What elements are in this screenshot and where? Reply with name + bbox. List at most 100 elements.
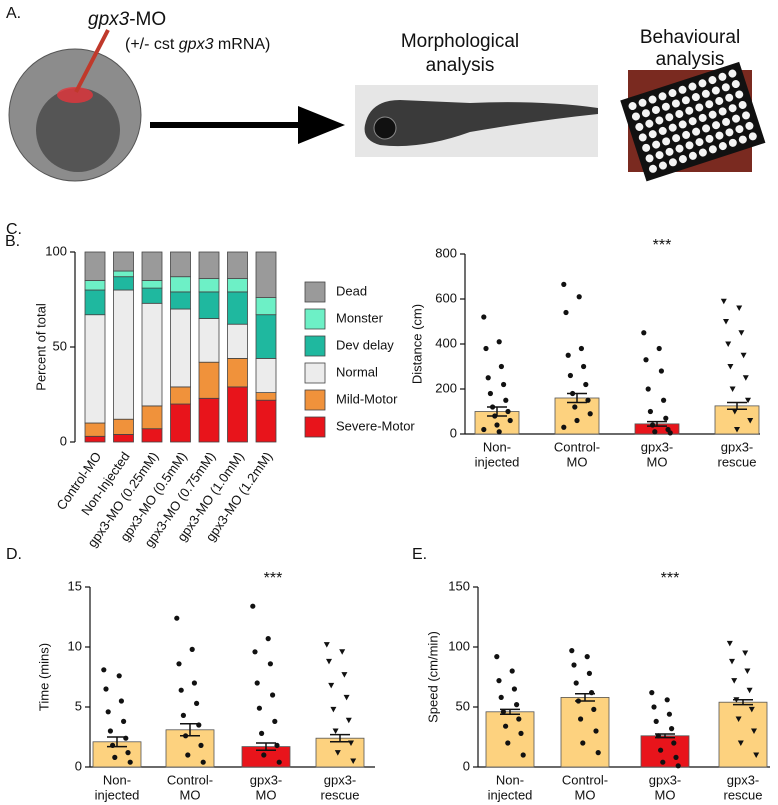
larva (364, 100, 598, 147)
bar-segment (170, 251, 191, 278)
error-bar (575, 693, 595, 702)
data-point (729, 386, 736, 392)
data-point (583, 381, 589, 388)
bar-segment (141, 287, 163, 304)
data-point (742, 375, 749, 381)
well (651, 105, 660, 114)
bar-segment (113, 276, 134, 291)
data-point (591, 706, 597, 713)
data-point (501, 381, 507, 388)
data-point (586, 670, 593, 677)
data-point (744, 668, 751, 674)
well (672, 134, 681, 143)
well (748, 132, 757, 141)
y-tick-label: 0 (60, 433, 67, 448)
x-tick-label: MO (655, 787, 676, 802)
y-tick-label: 0 (463, 758, 470, 773)
data-point (180, 712, 186, 719)
data-point (731, 678, 738, 684)
data-point (121, 718, 127, 725)
data-point (265, 636, 271, 642)
data-point (267, 661, 273, 667)
y-tick-label: 400 (435, 335, 457, 350)
bar (560, 697, 610, 768)
data-point (498, 694, 504, 701)
data-point (334, 750, 341, 756)
data-point (666, 711, 673, 717)
well (662, 137, 671, 146)
well (678, 120, 687, 129)
x-tick-label: Control- (167, 772, 213, 787)
data-point (578, 716, 584, 722)
well (668, 123, 677, 132)
data-point (738, 330, 745, 336)
data-point (561, 424, 567, 430)
well (718, 72, 727, 81)
data-point (189, 646, 195, 653)
well (661, 102, 670, 111)
data-point (667, 430, 673, 436)
well-plate (620, 61, 766, 182)
data-point (125, 750, 131, 756)
data-point (496, 339, 502, 345)
bar-segment (170, 386, 191, 405)
bar (315, 737, 365, 768)
data-point (647, 408, 654, 415)
data-point (653, 718, 659, 725)
bar-segment (198, 291, 220, 319)
legend-label: Severe-Motor (336, 418, 415, 433)
data-point (581, 363, 587, 370)
data-point (643, 357, 649, 363)
data-point (735, 716, 742, 722)
well (648, 95, 657, 104)
data-point (645, 386, 651, 392)
arrow-head (298, 106, 345, 144)
x-tick-label: gpx3- (641, 439, 674, 454)
y-tick-label: 10 (68, 638, 82, 653)
bar-segment (227, 251, 248, 280)
x-tick-label: gpx3- (324, 772, 357, 787)
error-bar (567, 392, 587, 404)
data-point (584, 654, 590, 660)
data-point (567, 372, 574, 379)
annotation: *** (264, 570, 283, 587)
y-axis-label: Time (mins) (36, 643, 51, 711)
legend-swatch (304, 362, 326, 384)
well (731, 80, 740, 89)
data-point (661, 397, 667, 403)
well (718, 142, 727, 151)
data-point (350, 758, 357, 764)
well (668, 158, 677, 167)
bar-segment (255, 392, 277, 401)
morphology-label: analysis (426, 55, 495, 76)
x-tick-label: Non- (483, 439, 511, 454)
data-point (675, 763, 681, 769)
bar-segment (198, 251, 220, 280)
well (675, 109, 684, 118)
bar-segment (255, 357, 277, 393)
data-point (737, 740, 744, 746)
data-point (748, 706, 755, 713)
well (635, 122, 644, 131)
data-point (256, 705, 262, 711)
x-tick-label: gpx3- (649, 772, 682, 787)
well (655, 116, 664, 125)
bar-segment (255, 399, 277, 443)
well (728, 138, 737, 147)
x-tick-label: gpx3- (721, 439, 754, 454)
well (658, 126, 667, 135)
data-point (518, 730, 524, 737)
x-tick-label: injected (475, 454, 520, 469)
bar-segment (170, 276, 191, 293)
well (652, 140, 661, 149)
y-tick-label: 100 (45, 243, 67, 258)
y-tick-label: 600 (435, 290, 457, 305)
well (682, 130, 691, 139)
well (675, 144, 684, 153)
data-point (496, 429, 502, 435)
data-point (503, 397, 509, 403)
annotation: *** (661, 570, 680, 587)
x-tick-label: MO (575, 787, 596, 802)
data-point (649, 690, 655, 696)
data-point (514, 702, 520, 708)
